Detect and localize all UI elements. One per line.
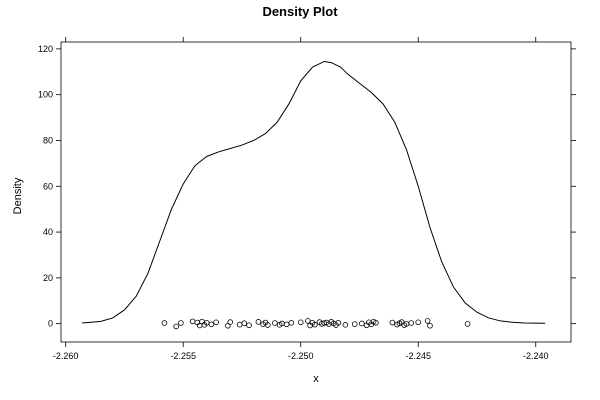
rug-point: [213, 319, 219, 326]
rug-point: [255, 319, 262, 325]
rug-point: [236, 321, 243, 328]
rug-point: [373, 319, 379, 326]
rug-point: [424, 318, 431, 324]
density-curve: [82, 60, 546, 324]
rug-point: [415, 319, 422, 326]
x-tick-label: -2.240: [523, 351, 549, 361]
y-axis-label: Density: [12, 177, 24, 214]
y-tick-label: 0: [48, 319, 53, 329]
rug-point: [351, 321, 358, 327]
rug-point: [304, 318, 311, 324]
rug-point: [297, 319, 304, 326]
rug-point: [265, 322, 271, 328]
rug-point: [283, 321, 290, 328]
y-axis: 0 20 40 60 80 100 120: [38, 44, 576, 329]
rug-point: [173, 323, 179, 330]
rug-point: [203, 319, 210, 326]
rug-point: [335, 319, 342, 326]
x-tick-label: -2.260: [53, 351, 79, 361]
y-tick-label: 80: [43, 135, 53, 145]
rug-point: [408, 320, 414, 326]
chart-title: Density Plot: [262, 4, 338, 19]
rug-point: [189, 318, 196, 325]
y-tick-label: 20: [43, 273, 53, 283]
rug-points: [161, 318, 471, 330]
rug-point: [312, 321, 318, 328]
rug-point: [464, 321, 471, 327]
x-tick-label: -2.255: [170, 351, 196, 361]
rug-point: [208, 321, 215, 328]
rug-point: [272, 320, 278, 326]
rug-point: [241, 320, 248, 327]
y-tick-label: 40: [43, 227, 53, 237]
x-tick-label: -2.245: [405, 351, 431, 361]
rug-point: [199, 318, 205, 325]
rug-point: [389, 319, 396, 326]
rug-point: [227, 319, 234, 325]
rug-point: [359, 320, 365, 327]
x-tick-label: -2.250: [288, 351, 314, 361]
x-axis: -2.260 -2.255 -2.250 -2.245 -2.240: [53, 37, 549, 361]
rug-point: [246, 322, 252, 329]
rug-point: [342, 322, 349, 328]
y-tick-label: 120: [38, 44, 53, 54]
rug-point: [288, 319, 295, 326]
y-tick-label: 100: [38, 90, 53, 100]
rug-point: [427, 322, 433, 329]
rug-point: [178, 320, 184, 326]
rug-point: [161, 320, 168, 326]
x-axis-label: x: [313, 373, 319, 385]
y-tick-label: 60: [43, 181, 53, 191]
plot-frame: [60, 41, 572, 343]
